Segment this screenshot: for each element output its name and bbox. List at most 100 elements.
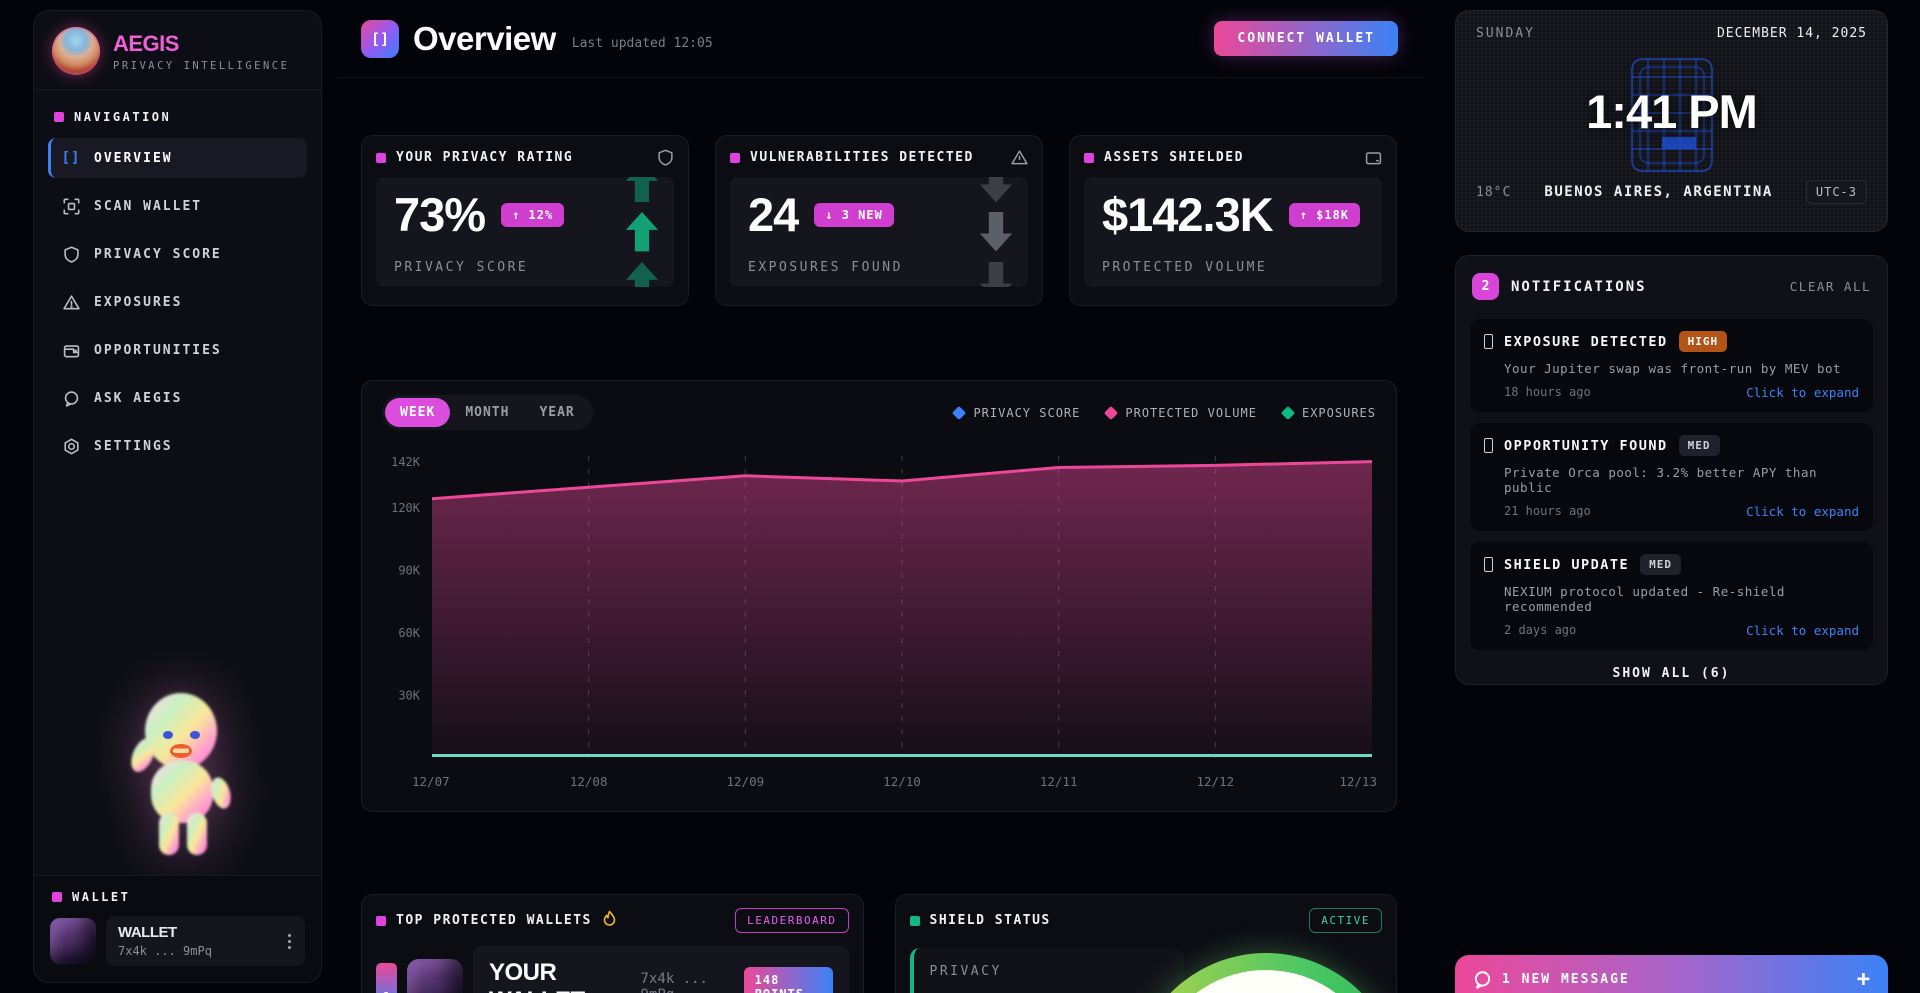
wallet-icon xyxy=(1365,149,1382,166)
svg-text:12/11: 12/11 xyxy=(1040,774,1078,789)
tab-month[interactable]: MONTH xyxy=(465,405,510,420)
shield-metric-box: PRIVACY xyxy=(909,948,1184,993)
chart-legend: PRIVACY SCORE PROTECTED VOLUME EXPOSURES xyxy=(952,405,1376,420)
page-title: Overview xyxy=(413,19,556,57)
pink-diamond-icon xyxy=(1104,405,1119,420)
show-all-button[interactable]: SHOW ALL (6) xyxy=(1612,666,1731,681)
sidebar-item-exposures[interactable]: EXPOSURES xyxy=(48,282,307,322)
stat-value: $142.3K xyxy=(1102,188,1274,241)
brand-name: AEGIS xyxy=(113,30,179,56)
trend-chart-svg[interactable]: 142K 120K 90K 60K 30K 12/07 12/08 12/09 12/10 12/… xyxy=(382,442,1378,792)
leaderboard-avatar xyxy=(407,959,463,993)
svg-text:12/07: 12/07 xyxy=(412,774,450,789)
leaderboard-wallet-address: 7x4k ... 9mPq xyxy=(640,971,708,993)
notification-item-shield-update[interactable]: SHIELD UPDATE MED NEXIUM protocol update… xyxy=(1470,542,1873,650)
notification-count-badge: 2 xyxy=(1472,273,1499,300)
sidebar-item-opportunities[interactable]: OPPORTUNITIES xyxy=(48,330,307,370)
expand-link[interactable]: Click to expand xyxy=(1746,623,1859,638)
clock-widget: SUNDAY DECEMBER 14, 2025 1:41 PM 18°C BU… xyxy=(1455,10,1888,232)
scan-icon xyxy=(62,197,80,215)
notification-glyph-icon xyxy=(1484,557,1493,572)
svg-text:12/08: 12/08 xyxy=(570,774,608,789)
stat-sublabel: PROTECTED VOLUME xyxy=(1102,260,1268,275)
wallet-menu-icon[interactable] xyxy=(286,930,293,953)
stat-card-assets-shielded: ASSETS SHIELDED $142.3K ↑ $18K PROTECTED… xyxy=(1069,135,1397,306)
wallet-icon xyxy=(62,341,80,359)
main-content: [] Overview Last updated 12:05 CONNECT W… xyxy=(337,0,1426,993)
clear-all-button[interactable]: CLEAR ALL xyxy=(1789,279,1871,294)
stat-value: 73% xyxy=(394,188,486,241)
sidebar-item-ask-aegis[interactable]: ASK AEGIS xyxy=(48,378,307,418)
stat-title: VULNERABILITIES DETECTED xyxy=(750,150,974,165)
sidebar-item-settings[interactable]: SETTINGS xyxy=(48,426,307,466)
blue-diamond-icon xyxy=(952,405,967,420)
sidebar-nav: NAVIGATION [] OVERVIEW SCAN WALLET PRIVA… xyxy=(34,90,321,466)
nav-section-label: NAVIGATION xyxy=(54,110,307,124)
notification-glyph-icon xyxy=(1484,438,1493,453)
svg-text:90K: 90K xyxy=(398,564,420,578)
pink-square-icon xyxy=(730,152,740,163)
legend-exposures[interactable]: EXPOSURES xyxy=(1280,405,1376,420)
notification-item-exposure[interactable]: EXPOSURE DETECTED HIGH Your Jupiter swap… xyxy=(1470,319,1873,412)
pink-square-icon xyxy=(54,112,64,122)
wallet-name: WALLET xyxy=(118,924,177,941)
pink-square-icon xyxy=(1084,152,1094,163)
connect-wallet-button[interactable]: CONNECT WALLET xyxy=(1214,21,1398,56)
bottom-row: TOP PROTECTED WALLETS LEADERBOARD 1 YOUR… xyxy=(361,894,1397,993)
expand-link[interactable]: Click to expand xyxy=(1746,504,1859,519)
last-updated: Last updated 12:05 xyxy=(571,36,713,51)
alert-triangle-icon xyxy=(1011,149,1028,166)
trend-up-arrows-icon xyxy=(624,177,660,287)
svg-text:12/12: 12/12 xyxy=(1197,774,1235,789)
leaderboard-wallet-name: YOUR WALLET xyxy=(489,959,585,993)
settings-icon xyxy=(62,437,80,455)
add-message-icon[interactable]: + xyxy=(1856,966,1870,992)
notifications-title: NOTIFICATIONS xyxy=(1511,278,1647,295)
clock-time: 1:41 PM xyxy=(1586,84,1758,138)
tab-year[interactable]: YEAR xyxy=(539,405,575,420)
brand-avatar xyxy=(52,27,100,75)
svg-text:12/10: 12/10 xyxy=(883,774,921,789)
stat-card-privacy-rating: YOUR PRIVACY RATING 73% ↑ 12% PRIVACY SC… xyxy=(361,135,689,306)
severity-badge: MED xyxy=(1678,435,1720,456)
top-wallets-card: TOP PROTECTED WALLETS LEADERBOARD 1 YOUR… xyxy=(361,894,864,993)
svg-text:142K: 142K xyxy=(391,455,421,469)
chat-icon xyxy=(62,389,80,407)
stat-title: YOUR PRIVACY RATING xyxy=(396,150,574,165)
tab-week[interactable]: WEEK xyxy=(385,398,451,427)
expand-link[interactable]: Click to expand xyxy=(1746,385,1859,400)
legend-protected-volume[interactable]: PROTECTED VOLUME xyxy=(1104,405,1257,420)
leaderboard-row[interactable]: 1 YOUR WALLET 7x4k ... 9mPq 148 POINTS xyxy=(376,946,849,993)
sidebar-item-scan-wallet[interactable]: SCAN WALLET xyxy=(48,186,307,226)
stat-card-vulnerabilities: VULNERABILITIES DETECTED 24 ↓ 3 NEW EXPO… xyxy=(715,135,1043,306)
stat-delta-badge: ↑ 12% xyxy=(501,202,565,227)
new-message-bar[interactable]: 1 NEW MESSAGE + xyxy=(1455,955,1888,993)
sidebar-item-privacy-score[interactable]: PRIVACY SCORE xyxy=(48,234,307,274)
page-header: [] Overview Last updated 12:05 CONNECT W… xyxy=(337,0,1426,78)
rank-badge: 1 xyxy=(376,963,397,993)
wallet-section: WALLET WALLET 7x4k ... 9mPq xyxy=(34,875,321,982)
clock-date: DECEMBER 14, 2025 xyxy=(1716,26,1867,41)
pink-square-icon xyxy=(52,892,62,902)
timezone-badge: UTC-3 xyxy=(1805,180,1867,204)
svg-text:12/13: 12/13 xyxy=(1339,774,1377,789)
notification-item-opportunity[interactable]: OPPORTUNITY FOUND MED Private Orca pool:… xyxy=(1470,423,1873,531)
shield-metric-label: PRIVACY xyxy=(929,964,1002,979)
pink-square-icon xyxy=(376,152,386,163)
legend-privacy-score[interactable]: PRIVACY SCORE xyxy=(952,405,1080,420)
pink-square-icon xyxy=(376,915,386,926)
page-title-icon: [] xyxy=(361,19,399,58)
points-badge: 148 POINTS xyxy=(743,967,833,993)
shield-status-card: SHIELD STATUS ACTIVE PRIVACY xyxy=(894,894,1397,993)
leaderboard-wallet-info: YOUR WALLET 7x4k ... 9mPq 148 POINTS xyxy=(473,946,849,993)
leaderboard-badge[interactable]: LEADERBOARD xyxy=(735,908,849,933)
wireframe-cube-icon xyxy=(1630,58,1713,172)
wallet-section-label: WALLET xyxy=(52,890,305,904)
svg-text:12/09: 12/09 xyxy=(727,774,765,789)
wallet-card[interactable]: WALLET 7x4k ... 9mPq xyxy=(50,916,305,966)
green-square-icon xyxy=(909,915,920,926)
sidebar-item-overview[interactable]: [] OVERVIEW xyxy=(48,138,307,178)
stat-body: 73% ↑ 12% PRIVACY SCORE xyxy=(376,177,674,287)
trend-down-arrows-icon xyxy=(978,177,1014,287)
flame-icon xyxy=(602,910,617,931)
